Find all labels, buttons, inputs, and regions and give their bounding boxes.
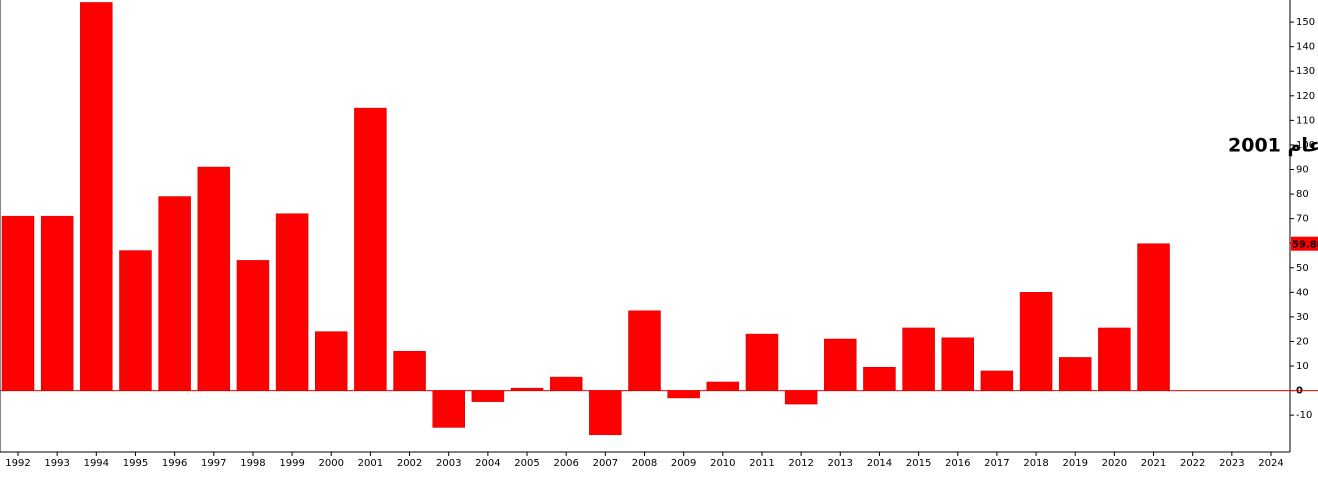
x-tick-label: 2013 [828,458,853,469]
bar [863,367,896,391]
bar [40,215,74,391]
x-tick-label: 2003 [436,458,461,469]
y-tick-label: 90 [1296,165,1309,176]
x-tick-label: 2012 [788,458,813,469]
bar [1,215,35,391]
y-tick-label: 30 [1296,312,1309,323]
y-tick-label: 140 [1296,42,1315,53]
y-tick-label: 20 [1296,336,1309,347]
x-tick-label: 1994 [84,458,109,469]
x-tick-label: 2019 [1062,458,1087,469]
bar [393,351,426,391]
x-tick-label: 1999 [279,458,304,469]
x-tick-label: 2005 [514,458,539,469]
bar [628,310,661,391]
bar [1058,357,1092,391]
x-tick-label: 2024 [1258,458,1283,469]
bar [745,333,779,391]
bar [197,166,231,391]
x-tick-label: 2004 [475,458,500,469]
bar [941,337,974,391]
chart-title: أكبر تراجع سنوي لليرة التركية منذ عام 20… [1228,133,1318,158]
bar [315,331,348,391]
x-tick-label: 1995 [123,458,148,469]
bar [275,213,309,391]
bar [354,107,387,391]
y-tick-label: 80 [1296,189,1309,200]
bar [980,370,1014,391]
x-tick-label: 1997 [201,458,226,469]
bar [784,390,818,405]
x-tick-label: 2007 [593,458,618,469]
x-tick-label: 2000 [319,458,344,469]
bar [549,376,583,391]
x-tick-label: 2006 [553,458,578,469]
x-tick-label: 2017 [984,458,1009,469]
bar [119,250,152,391]
bar [80,2,113,391]
x-tick-label: 2002 [397,458,422,469]
bar [902,327,935,391]
y-tick-label: 120 [1296,91,1315,102]
y-tick-label: 130 [1296,66,1315,77]
y-tick-label: 70 [1296,214,1309,225]
x-tick-label: 2020 [1102,458,1127,469]
x-tick-label: 1996 [162,458,187,469]
bar [667,390,700,399]
bar [1019,292,1053,391]
bar [706,381,740,391]
x-tick-label: 1992 [5,458,30,469]
x-tick-label: 2015 [906,458,931,469]
y-tick-label: 110 [1296,115,1315,126]
y-tick-label: -10 [1296,410,1312,421]
bar [471,390,505,402]
bar [1098,327,1131,391]
bar [1137,243,1170,391]
x-tick-label: 2021 [1141,458,1166,469]
y-tick-label: 50 [1296,263,1309,274]
bar [236,260,270,391]
bar [589,390,622,436]
x-tick-label: 1998 [240,458,265,469]
x-tick-label: 2023 [1219,458,1244,469]
y-tick-label: 40 [1296,287,1309,298]
bar [432,390,465,428]
x-tick-label: 2001 [358,458,383,469]
bar [510,387,544,391]
x-tick-label: 2011 [749,458,774,469]
x-tick-label: 2016 [945,458,970,469]
x-tick-label: 2014 [867,458,892,469]
bar [824,338,857,391]
x-tick-label: 1993 [44,458,69,469]
y-tick-label: 100 [1296,140,1315,151]
y-tick-label: 150 [1296,17,1315,28]
x-tick-label: 2010 [710,458,735,469]
x-tick-label: 2022 [1180,458,1205,469]
y-tick-label: 10 [1296,361,1309,372]
bar [158,196,191,391]
value-label-box [1291,236,1318,251]
value-label: 59.80 [1292,240,1318,251]
x-tick-label: 2009 [671,458,696,469]
x-tick-label: 2018 [1023,458,1048,469]
x-tick-label: 2008 [632,458,657,469]
